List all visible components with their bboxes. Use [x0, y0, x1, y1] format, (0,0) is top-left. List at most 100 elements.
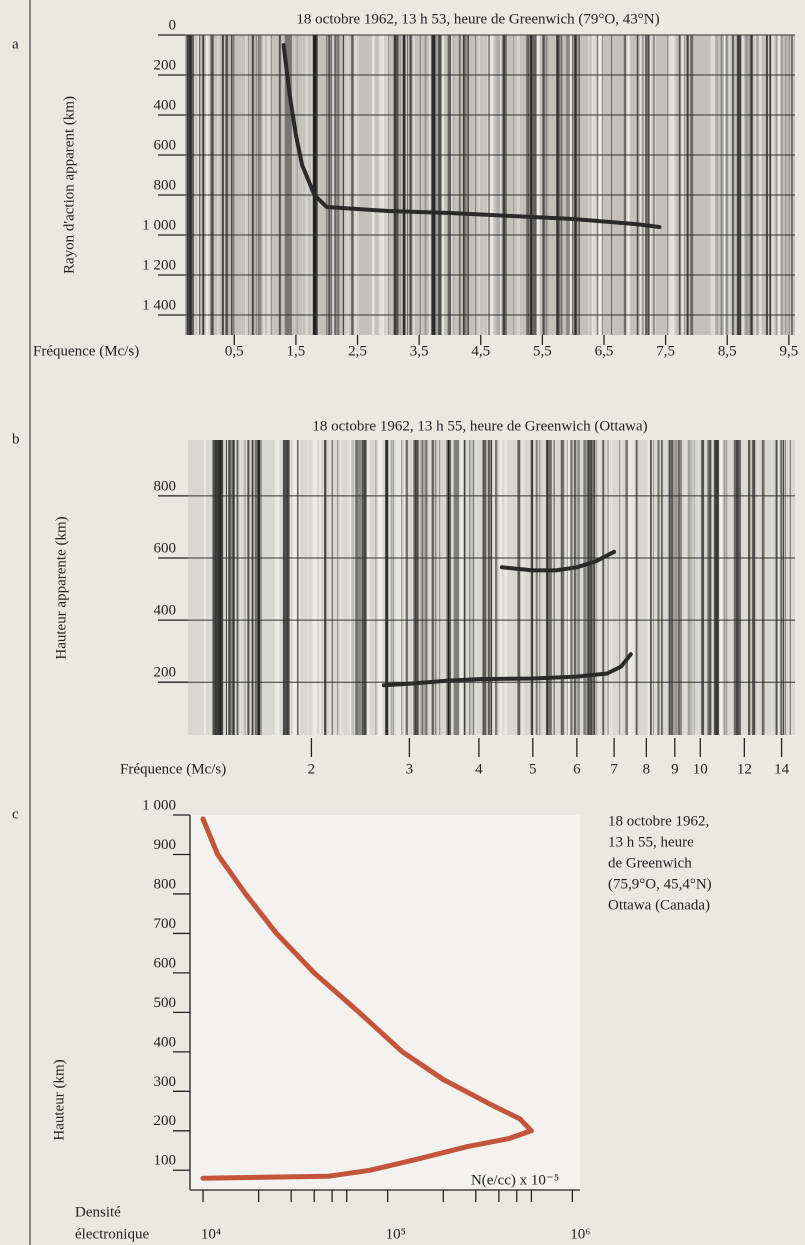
stripe [221, 35, 224, 335]
x-tick-label: 10⁵ [386, 1226, 406, 1242]
x-tick-label: 10 [693, 761, 708, 777]
panel: b 200 400 600 800 2 3 4 5 6 7 8 9 10 12 14 18 octobre 19… [12, 418, 795, 777]
stripe [357, 35, 359, 335]
stripe [324, 440, 327, 735]
stripe [641, 35, 644, 335]
stripe [751, 440, 755, 735]
stripe [602, 440, 605, 735]
stripe [607, 440, 609, 735]
stripe [758, 35, 762, 335]
x-tick-label: 4,5 [471, 343, 490, 359]
y-tick-label: 800 [154, 478, 177, 494]
stripe [405, 440, 408, 735]
stripe [637, 35, 639, 335]
x-axis-label: N(e/cc) x 10⁻⁵ [471, 1172, 559, 1188]
stripe [428, 35, 432, 335]
stripe [211, 440, 212, 735]
stripe [599, 35, 600, 335]
stripe [388, 35, 390, 335]
stripe [247, 35, 249, 335]
stripe [435, 440, 439, 735]
y-tick-label: 300 [154, 1074, 177, 1090]
stripe [487, 35, 494, 335]
stripe [572, 35, 574, 335]
stripe [599, 35, 602, 335]
stripe [330, 440, 331, 735]
stripe [542, 35, 545, 335]
stripe [297, 440, 299, 735]
stripe [262, 35, 266, 335]
stripe [766, 35, 770, 335]
stripe [504, 440, 508, 735]
stripe [653, 440, 654, 735]
stripe [530, 35, 537, 335]
stripe [345, 35, 348, 335]
stripe [757, 440, 759, 735]
stripe [380, 35, 383, 335]
stripe [487, 440, 491, 735]
x-tick-label: 9 [671, 761, 679, 777]
stripe [350, 440, 354, 735]
stripe [395, 35, 399, 335]
stripe [566, 35, 570, 335]
stripe [364, 440, 367, 735]
stripe [561, 440, 565, 735]
stripe [382, 35, 385, 335]
panel: c 100 200 300 400 500 600 700 800 900 1 000 10⁴ 10⁵ 1… [12, 797, 712, 1242]
stripe [589, 440, 592, 735]
stripe [258, 35, 262, 335]
stripe [761, 440, 764, 735]
stripe [611, 35, 612, 335]
stripe [457, 440, 459, 735]
stripe [217, 440, 219, 735]
stripe [653, 35, 655, 335]
stripe [771, 440, 773, 735]
stripe [427, 35, 434, 335]
stripe [447, 35, 450, 335]
stripe [721, 35, 724, 335]
stripe [448, 440, 451, 735]
stripe [744, 440, 747, 735]
stripe [536, 35, 539, 335]
stripe [189, 35, 191, 335]
stripe [378, 35, 382, 335]
stripe [438, 35, 442, 335]
stripe [342, 35, 344, 335]
stripe [672, 35, 676, 335]
stripe [672, 440, 678, 735]
stripe [771, 35, 774, 335]
stripe [199, 35, 201, 335]
stripe [284, 35, 292, 335]
stripe [464, 440, 466, 735]
stripe [566, 440, 568, 735]
stripe [556, 35, 559, 335]
stripe [302, 35, 303, 335]
stripe [534, 440, 537, 735]
stripe [406, 35, 408, 335]
stripe [725, 440, 728, 735]
stripe [577, 440, 580, 735]
stripe [678, 35, 681, 335]
annotation-line: (75,9°O, 45,4°N) [608, 876, 712, 892]
data-line [200, 816, 534, 1181]
stripe [563, 440, 565, 735]
stripe [334, 35, 336, 335]
stripe [546, 440, 552, 735]
x-tick-label: 1,5 [287, 343, 306, 359]
stripe [371, 35, 375, 335]
stripe [396, 35, 399, 335]
stripe [531, 440, 534, 735]
y-tick-label: 200 [154, 57, 177, 73]
stripe [450, 35, 454, 335]
stripe [597, 35, 600, 335]
panel: a 0 200 400 600 800 1 000 1 200 1 400 0,5 1,5 2,5 3,… [12, 11, 798, 359]
stripe [375, 440, 377, 735]
stripe [305, 35, 309, 335]
stripe [690, 35, 694, 335]
stripe [597, 35, 599, 335]
x-tick-label: 7 [610, 761, 618, 777]
stripe [499, 35, 502, 335]
x-axis-label-line: Densité [75, 1204, 121, 1220]
stripe [185, 35, 187, 335]
y-tick-label: 400 [154, 1034, 177, 1050]
